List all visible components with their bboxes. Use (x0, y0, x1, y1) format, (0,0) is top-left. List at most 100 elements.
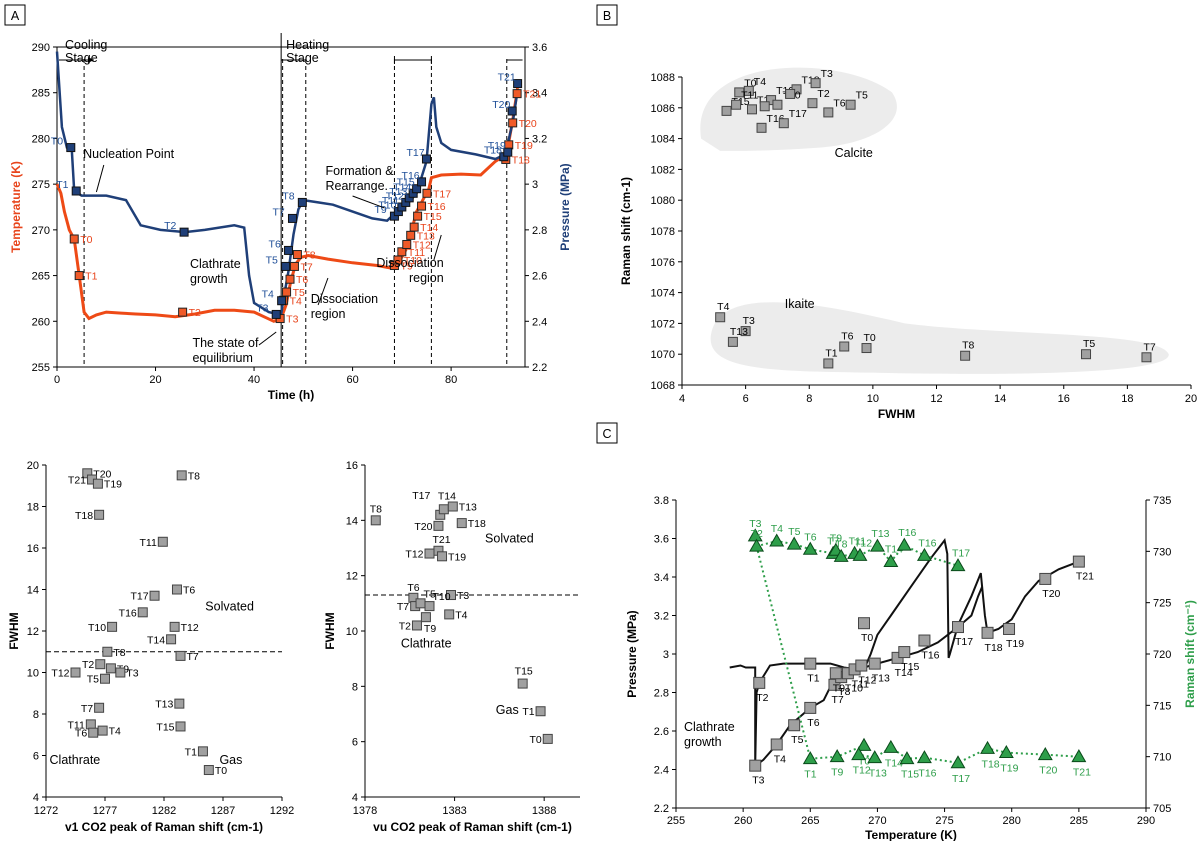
panel-c-raman-lower-marker (899, 751, 915, 765)
panel-b-ikaite-point (727, 336, 738, 347)
panel-a-temperature-marker-label: T21 (523, 89, 541, 101)
panel-e-ytick-label: 10 (346, 626, 358, 638)
panel-c-ytick-label: 3.4 (654, 572, 669, 584)
panel-c-raman-lower-label: T14 (885, 757, 903, 769)
panel-a-ytick-right-label: 2.8 (532, 225, 547, 237)
panel-e-ytick-label: 14 (346, 515, 358, 527)
panel-a-ytick-right-label: 2.6 (532, 271, 547, 283)
panel-c-raman-lower-label: T17 (952, 773, 970, 785)
panel-b-calcite-label-text: T2 (817, 88, 829, 100)
panel-c-pressure-marker (952, 621, 964, 634)
panel-e-point (411, 620, 422, 631)
panel-e-point (420, 612, 431, 623)
panel-c-pressure-marker-label: T15 (901, 661, 919, 673)
panel-a-pressure-curve (55, 51, 519, 316)
panel-e-xtick-label: 1388 (532, 805, 556, 817)
panel-e-point-label: T9 (424, 623, 436, 635)
panel-b-calcite-point (746, 104, 757, 115)
panel-a-temperature-curve (55, 87, 520, 323)
panel-c-raman-lower-marker (1037, 747, 1053, 761)
panel-b-ytick-label: 1080 (651, 195, 675, 207)
panel-b-calcite-point (810, 78, 821, 89)
panel-c-raman-lower-label: T13 (869, 768, 887, 780)
panel-c-raman-lower-marker (851, 747, 867, 761)
panel-c-xlabel: Temperature (K) (865, 828, 957, 841)
panel-c-ytick-right-label: 710 (1153, 752, 1171, 764)
panel-e-point-label: T14 (438, 490, 456, 502)
panel-a-ytick-right-label: 3.2 (532, 133, 547, 145)
panel-d-ytick-label: 12 (27, 626, 39, 638)
panel-a-temperature-marker (282, 287, 292, 297)
panel-a-pressure-marker-label: T19 (488, 140, 506, 152)
panel-a-temperature-marker-label: T12 (413, 239, 431, 251)
panel-c-raman-upper-label: T17 (952, 548, 970, 560)
panel-a-xtick-label: 60 (346, 374, 358, 386)
panel-b-ikaite-point (1081, 349, 1092, 360)
panel-c-raman-upper-marker (852, 547, 868, 561)
panel-a-pressure-marker-label: T9 (374, 204, 386, 216)
panel-letter-b: B (596, 4, 618, 26)
panel-e-ytick-label: 12 (346, 571, 358, 583)
panel-d-point-label: T13 (155, 699, 173, 711)
panel-e-point-label: T3 (457, 590, 469, 602)
panel-c-raman-upper-label: T16 (898, 527, 916, 539)
panel-d-clathrate-label: Clathrate (50, 753, 101, 767)
panel-c-pressure-marker (804, 701, 817, 714)
panel-b-ytick-label: 1068 (651, 380, 675, 392)
panel-e-ytick-label: 4 (352, 792, 358, 804)
panel-c-pressure-marker-label: T14 (895, 667, 913, 679)
panel-e-ytick-label: 6 (352, 737, 358, 749)
panel-e-xtick-label: 1383 (442, 805, 466, 817)
panel-c-pressure-marker (855, 659, 868, 672)
panel-d-point-label: T19 (104, 479, 122, 491)
panel-a-pressure-marker (503, 147, 513, 157)
panel-a-ytick-label: 255 (32, 362, 50, 374)
panel-d-point (102, 646, 113, 657)
panel-b-ikaite-label-text: T8 (962, 340, 974, 352)
panel-d-ytick-label: 4 (33, 792, 39, 804)
panel-c-pressure-marker-label: T11 (852, 678, 869, 690)
panel-d-point (94, 702, 105, 713)
panel-c-raman-upper-label: T9 (830, 532, 842, 544)
panel-c-pressure-marker-label: T19 (1006, 638, 1024, 650)
panel-d-xtick-label: 1292 (270, 805, 294, 817)
panel-d-point (70, 667, 81, 678)
panel-a-pressure-marker (513, 79, 523, 89)
panel-b-xtick-label: 6 (743, 393, 749, 405)
panel-a-ylabel: Temperature (K) (9, 161, 23, 253)
panel-letter-a: A (4, 4, 26, 26)
panel-c-raman-upper-marker (749, 538, 765, 552)
panel-a-temperature-marker-label: T17 (433, 188, 451, 200)
panel-a-formation-label: Formation & Rearrange. (325, 164, 394, 193)
panel-d-ytick-label: 8 (33, 709, 39, 721)
panel-d-point-label: T11 (139, 537, 156, 549)
panel-a-pressure-marker-label: T16 (402, 170, 420, 182)
panel-d-point-label: T21 (68, 475, 86, 487)
panel-c-raman-upper-label: T6 (804, 531, 816, 543)
panel-c-raman-lower-line (810, 743, 1079, 764)
panel-d-point-label: T7 (81, 703, 93, 715)
panel-a-pressure-marker (284, 245, 294, 255)
panel-b-calcite-point (772, 99, 783, 110)
panel-c-pressure-marker-label: T0 (861, 632, 873, 644)
panel-c-raman-lower-label: T19 (1000, 763, 1018, 775)
panel-a-ytick-label: 285 (32, 88, 50, 100)
panel-e-point-label: T10 (433, 591, 451, 603)
panel-b-calcite-point (721, 105, 732, 116)
panel-c-pressure-marker (829, 667, 842, 680)
panel-a-pressure-marker-label: T1 (56, 179, 68, 191)
panel-c-ytick-label: 3.6 (654, 534, 669, 546)
panel-b-ikaite-point (1141, 352, 1152, 363)
panel-d-point-label: T12 (181, 622, 199, 634)
panel-a-ytick-label: 280 (32, 133, 50, 145)
panel-e-clathrate-label: Clathrate (401, 637, 452, 651)
panel-d-point-label: T7 (187, 651, 199, 663)
panel-c-pressure-marker-label: T3 (752, 775, 764, 787)
panel-b-ikaite-label-text: T0 (864, 332, 876, 344)
panel-c-ytick-label: 2.6 (654, 726, 669, 738)
panel-d-xtick-label: 1282 (152, 805, 176, 817)
panel-e-point-label: T1 (522, 706, 534, 718)
panel-d-point (169, 621, 180, 632)
panel-c-raman-lower-marker (998, 744, 1014, 759)
panel-a-equilibrium-label: The state of equilibrium (192, 336, 259, 365)
